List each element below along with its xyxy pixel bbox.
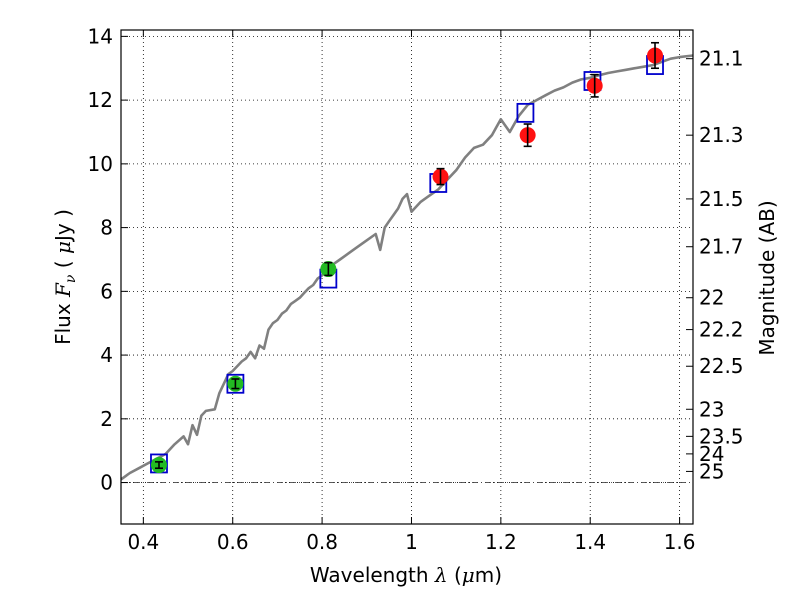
model-spectrum-line: [120, 54, 694, 481]
y-tick-label: 14: [88, 24, 113, 48]
x-tick-label: 1: [405, 530, 418, 554]
model-photometry-square: [516, 102, 535, 123]
detections-layer: [150, 41, 664, 474]
magnitude-tick-label: 23: [699, 397, 724, 421]
x-tick-label: 1.2: [485, 530, 517, 554]
magnitude-tick-label: 21.7: [699, 235, 744, 259]
magnitude-tick-label: 24: [699, 442, 724, 466]
x-tick-label: 0.6: [217, 530, 249, 554]
y-tick-label: 0: [100, 471, 113, 495]
tick-labels: 0.4 0.6 0.8 1 1.2 1.4 1.60246810121421.121.321…: [88, 24, 744, 554]
magnitude-tick-label: 22.2: [699, 318, 744, 342]
x-tick-label: 1.6: [664, 530, 696, 554]
magnitude-tick-label: 21.3: [699, 123, 744, 147]
plot-frame: [120, 29, 694, 525]
x-axis-title: Wavelength λ (μm): [310, 563, 502, 587]
spectrum-layer: [120, 54, 694, 481]
magnitude-tick-label: 22.5: [699, 354, 744, 378]
y-tick-label: 2: [100, 407, 113, 431]
x-tick-label: 0.8: [306, 530, 338, 554]
magnitude-tick-label: 22: [699, 286, 724, 310]
y-tick-label: 4: [100, 343, 113, 367]
y-tick-label: 6: [100, 279, 113, 303]
ticks: [121, 30, 693, 524]
x-tick-label: 1.4: [574, 530, 606, 554]
magnitude-tick-label: 25: [699, 459, 724, 483]
y-tick-label: 12: [88, 88, 113, 112]
y2-axis-title: Magnitude (AB): [755, 200, 779, 355]
x-tick-label: 0.4: [127, 530, 159, 554]
magnitude-tick-label: 21.1: [699, 47, 744, 71]
magnitude-tick-label: 21.5: [699, 187, 744, 211]
magnitude-tick-label: 23.5: [699, 424, 744, 448]
y-tick-label: 10: [88, 152, 113, 176]
y-tick-label: 8: [100, 216, 113, 240]
grid: [121, 30, 693, 524]
